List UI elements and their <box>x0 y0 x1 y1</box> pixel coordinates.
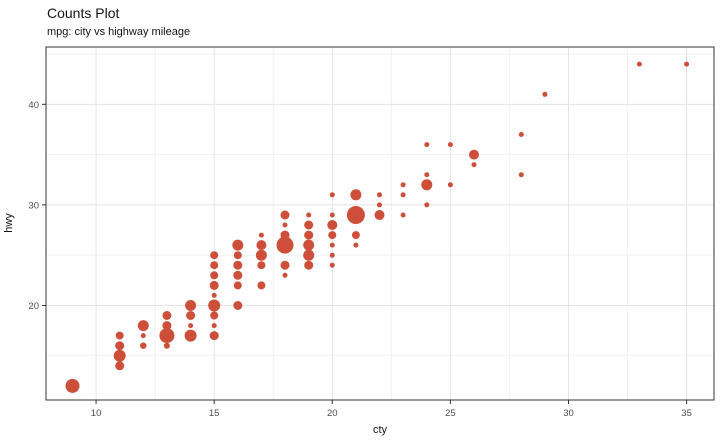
data-point <box>350 189 362 201</box>
x-tick-label: 35 <box>681 408 692 419</box>
data-point <box>469 149 479 160</box>
data-point <box>280 210 290 220</box>
data-point <box>636 61 642 67</box>
data-point <box>115 341 125 351</box>
data-point <box>424 202 430 208</box>
data-point <box>257 281 266 290</box>
data-point <box>377 192 382 198</box>
data-point <box>542 91 548 97</box>
x-tick-label: 20 <box>327 408 338 419</box>
data-point <box>684 61 690 67</box>
data-point <box>163 342 170 349</box>
data-point <box>186 311 196 320</box>
data-point <box>304 260 314 270</box>
data-point <box>329 192 335 198</box>
data-point <box>211 292 217 298</box>
panel-background <box>46 47 714 400</box>
data-point <box>518 132 524 137</box>
x-tick-label: 30 <box>563 408 574 419</box>
data-point <box>185 300 197 311</box>
data-point <box>233 251 242 260</box>
plot-subtitle: mpg: city vs highway mileage <box>47 26 191 38</box>
data-point <box>65 378 80 393</box>
data-point <box>374 210 385 220</box>
data-point <box>159 328 175 344</box>
data-point <box>447 142 453 148</box>
data-point <box>282 222 288 228</box>
data-point <box>421 179 433 191</box>
data-point <box>280 260 290 270</box>
data-point <box>162 321 172 331</box>
data-point <box>424 172 430 178</box>
data-point <box>210 251 219 260</box>
data-point <box>447 182 453 188</box>
data-point <box>518 172 524 178</box>
data-point <box>162 311 172 320</box>
data-point <box>233 270 243 280</box>
data-point <box>329 242 335 248</box>
data-point <box>209 280 219 290</box>
plot-title: Counts Plot <box>47 5 120 21</box>
data-point <box>471 162 477 168</box>
data-point <box>255 249 267 261</box>
data-point <box>140 333 146 339</box>
data-point <box>233 301 243 310</box>
data-point <box>400 182 406 188</box>
data-point <box>303 249 315 261</box>
data-point <box>256 240 267 251</box>
data-point <box>303 239 315 251</box>
panel-border <box>45 46 715 401</box>
x-tick-label: 15 <box>209 408 220 419</box>
data-point <box>258 232 264 238</box>
data-point <box>233 260 243 270</box>
data-point <box>233 281 242 290</box>
data-point <box>282 272 288 278</box>
data-point <box>400 192 406 198</box>
data-point <box>329 252 335 258</box>
data-point <box>351 231 360 240</box>
data-point <box>115 331 124 340</box>
data-point <box>188 323 194 329</box>
data-point <box>115 361 125 371</box>
x-axis-title: cty <box>372 424 388 436</box>
data-point <box>209 331 219 341</box>
data-point <box>137 320 149 332</box>
data-point <box>210 271 219 280</box>
data-point <box>306 212 312 218</box>
data-point <box>210 261 219 270</box>
y-axis-title: hwy <box>3 213 15 233</box>
data-point <box>208 299 221 312</box>
data-point <box>329 212 335 218</box>
y-tick-label: 30 <box>28 200 39 211</box>
data-point <box>184 329 197 342</box>
y-tick-label: 40 <box>28 100 39 111</box>
y-tick-label: 20 <box>28 301 39 312</box>
data-point <box>211 323 217 329</box>
data-point <box>377 202 382 208</box>
data-point <box>232 239 244 251</box>
data-point <box>140 342 147 349</box>
data-point <box>210 311 219 320</box>
data-point <box>276 236 294 254</box>
data-point <box>328 231 337 240</box>
data-point <box>304 220 314 230</box>
data-point <box>113 349 126 362</box>
x-tick-label: 25 <box>445 408 456 419</box>
data-point <box>424 142 430 148</box>
data-point <box>400 212 406 218</box>
data-point <box>304 230 314 240</box>
data-point <box>329 262 335 268</box>
data-point <box>327 220 338 230</box>
data-point <box>257 261 266 270</box>
x-tick-label: 10 <box>91 408 102 419</box>
data-point <box>346 206 365 224</box>
data-point <box>353 242 359 248</box>
